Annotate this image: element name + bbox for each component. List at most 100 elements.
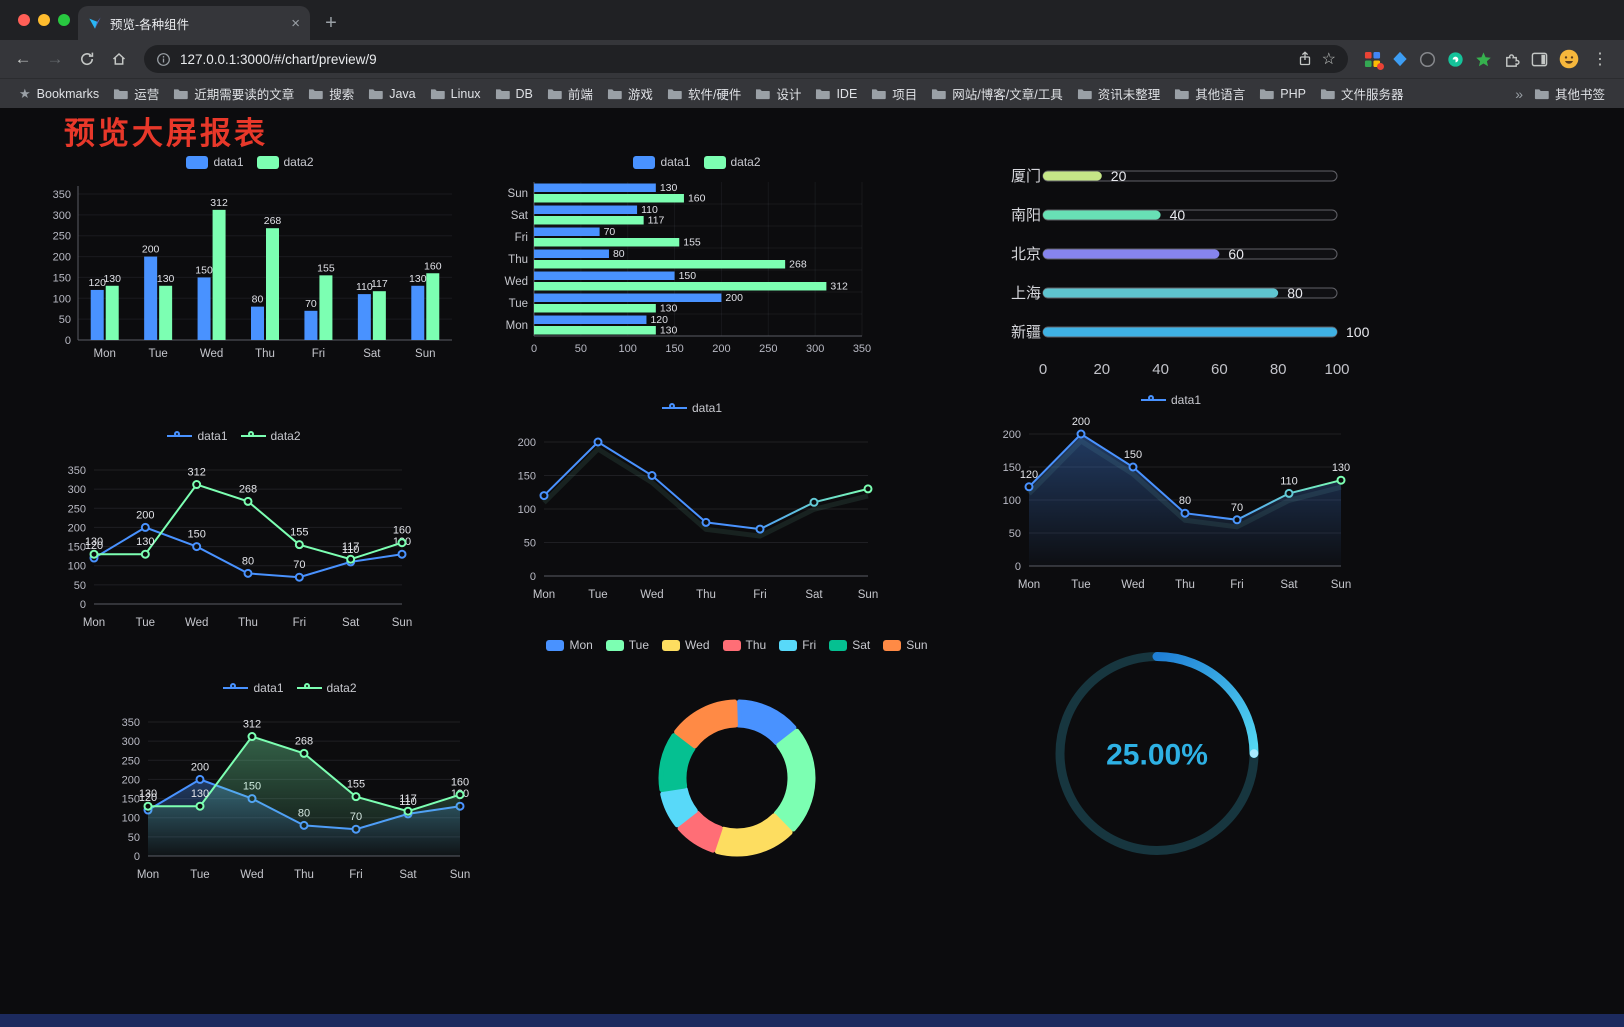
legend-item-Fri[interactable]: Fri (779, 638, 816, 652)
bookmark-folder[interactable]: 设计 (748, 81, 808, 106)
data-point[interactable] (143, 801, 153, 811)
donut-segment-Wed[interactable] (714, 813, 793, 857)
donut-segment-Sun[interactable] (674, 699, 738, 749)
data-point[interactable] (294, 572, 304, 582)
bar-data2-Wed[interactable] (212, 209, 226, 340)
bookmark-folder[interactable]: 资讯未整理 (1070, 81, 1168, 106)
bookmark-folder[interactable]: 网站/博客/文章/工具 (924, 81, 1069, 106)
hbar-data2-Thu[interactable] (534, 260, 786, 269)
fullscreen-window-button[interactable] (58, 14, 70, 26)
bar-data2-Fri[interactable] (319, 275, 333, 340)
legend-item-data2[interactable]: data2 (703, 155, 761, 169)
tab-close-icon[interactable]: × (291, 14, 300, 32)
data-point[interactable] (455, 790, 465, 800)
legend-item-Wed[interactable]: Wed (662, 638, 710, 652)
legend-item-data1[interactable]: data1 (633, 155, 691, 169)
bookmark-folder[interactable]: 前端 (540, 81, 600, 106)
bookmark-folder[interactable]: Java (361, 84, 422, 104)
side-panel-icon[interactable] (1531, 51, 1548, 68)
hbar-data1-Thu[interactable] (534, 249, 609, 259)
menu-icon[interactable]: ⋮ (1592, 51, 1608, 68)
data-point[interactable] (701, 517, 711, 527)
legend-item-data2[interactable]: data2 (256, 155, 314, 169)
close-window-button[interactable] (18, 14, 30, 26)
share-icon[interactable] (1297, 51, 1313, 67)
hbar-data2-Wed[interactable] (534, 282, 827, 291)
extension-grid-icon[interactable] (1364, 51, 1384, 70)
hbar-data1-Tue[interactable] (534, 293, 722, 303)
hbar-data2-Sat[interactable] (534, 216, 644, 225)
hbar-data1-Mon[interactable] (534, 315, 647, 325)
bar-data1-Wed[interactable] (197, 277, 211, 340)
data-point[interactable] (1336, 475, 1346, 485)
bar-data2-Thu[interactable] (266, 228, 279, 340)
bookmark-folder[interactable]: 近期需要读的文章 (166, 81, 301, 106)
bookmark-folder[interactable]: 游戏 (600, 81, 660, 106)
bar-data1-Mon[interactable] (90, 289, 104, 340)
data-point[interactable] (863, 484, 873, 494)
other-bookmarks-item[interactable]: 其他书签 (1527, 81, 1612, 106)
extension-star-icon[interactable] (1475, 51, 1492, 68)
forward-button[interactable]: → (46, 49, 64, 68)
bookmark-star-icon[interactable]: ☆ (1321, 51, 1336, 68)
legend-item-data1[interactable]: data1 (661, 401, 722, 415)
legend-item-data1[interactable]: data1 (186, 155, 244, 169)
donut-segment-Tue[interactable] (773, 728, 816, 832)
donut-segment-Sat[interactable] (658, 733, 696, 793)
data-point[interactable] (351, 792, 361, 802)
data-point[interactable] (1232, 515, 1242, 525)
site-info-icon[interactable] (156, 52, 171, 67)
data-point[interactable] (403, 806, 413, 816)
hbar-data2-Tue[interactable] (534, 304, 656, 313)
hbar-data2-Fri[interactable] (534, 238, 680, 247)
minimize-window-button[interactable] (38, 14, 50, 26)
donut-segment-Fri[interactable] (660, 786, 698, 828)
data-point[interactable] (294, 540, 304, 550)
data-point[interactable] (539, 491, 549, 501)
data-point[interactable] (593, 437, 603, 447)
bar-data1-Sat[interactable] (357, 294, 371, 340)
data-point[interactable] (89, 549, 99, 559)
data-point[interactable] (397, 549, 407, 559)
bar-data2-Sat[interactable] (372, 291, 386, 340)
reload-button[interactable] (72, 44, 102, 74)
bar-data1-Tue[interactable] (144, 256, 158, 340)
legend-item-Mon[interactable]: Mon (546, 638, 593, 652)
bookmark-folder[interactable]: 软件/硬件 (660, 81, 748, 106)
data-point[interactable] (1076, 429, 1086, 439)
progress-fill-厦门[interactable] (1043, 171, 1102, 181)
donut-segment-Thu[interactable] (677, 810, 723, 853)
legend-item-data1[interactable]: data1 (1140, 393, 1201, 407)
hbar-data2-Mon[interactable] (534, 326, 656, 335)
new-tab-button[interactable]: + (325, 11, 337, 34)
hbar-data1-Fri[interactable] (534, 227, 600, 237)
data-point[interactable] (809, 497, 819, 507)
hbar-data1-Wed[interactable] (534, 271, 675, 281)
data-point[interactable] (647, 471, 657, 480)
legend-item-Thu[interactable]: Thu (722, 638, 766, 652)
extension-green-circle-icon[interactable] (1447, 51, 1464, 68)
bookmark-folder[interactable]: 项目 (864, 81, 924, 106)
extension-dark-circle-icon[interactable] (1419, 51, 1436, 68)
extension-kite-icon[interactable] (1392, 51, 1408, 67)
browser-tab[interactable]: 预览-各种组件 × (78, 6, 310, 40)
data-point[interactable] (243, 568, 253, 578)
legend-item-Sat[interactable]: Sat (829, 638, 870, 652)
data-point[interactable] (1024, 482, 1034, 492)
bar-data2-Sun[interactable] (426, 273, 440, 340)
bar-data1-Sun[interactable] (411, 285, 425, 340)
legend-item-data2[interactable]: data2 (240, 429, 301, 443)
bookmark-folder[interactable]: DB (488, 84, 540, 104)
legend-item-data1[interactable]: data1 (223, 681, 284, 695)
legend-item-Sun[interactable]: Sun (883, 638, 928, 652)
data-point[interactable] (1284, 488, 1294, 498)
profile-avatar[interactable] (1559, 49, 1579, 69)
progress-fill-上海[interactable] (1043, 288, 1279, 298)
bar-data1-Fri[interactable] (304, 310, 318, 340)
bar-data2-Mon[interactable] (105, 285, 119, 340)
bookmark-folder[interactable]: 文件服务器 (1313, 81, 1411, 106)
address-bar[interactable]: 127.0.0.1:3000/#/chart/preview/9 ☆ (144, 45, 1348, 73)
data-point[interactable] (140, 549, 150, 559)
donut-segment-Mon[interactable] (736, 699, 797, 746)
bar-data2-Tue[interactable] (159, 285, 173, 340)
